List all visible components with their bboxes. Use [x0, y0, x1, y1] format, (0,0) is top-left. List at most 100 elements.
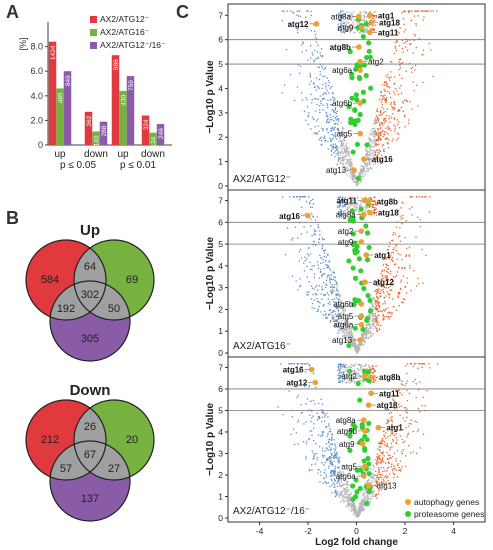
data-point	[413, 15, 416, 17]
bar	[63, 71, 72, 145]
data-point	[369, 205, 371, 208]
data-point	[378, 461, 380, 463]
data-point	[373, 482, 375, 484]
data-point	[373, 204, 375, 206]
data-point	[436, 10, 438, 12]
data-point	[394, 45, 396, 48]
data-point	[324, 75, 326, 77]
data-point	[373, 319, 375, 321]
data-point	[346, 161, 349, 164]
data-point	[327, 302, 329, 305]
data-point	[374, 153, 377, 155]
data-point	[331, 316, 333, 318]
data-point	[354, 376, 357, 379]
data-point	[386, 282, 388, 285]
data-point	[373, 297, 375, 299]
data-point	[350, 14, 352, 16]
data-point	[341, 365, 343, 367]
data-point	[338, 118, 340, 120]
data-point	[318, 416, 320, 419]
autophagy-point	[358, 24, 365, 31]
proteasome-point	[347, 48, 353, 55]
data-point	[356, 182, 358, 184]
data-point	[384, 316, 386, 318]
data-point	[380, 467, 382, 469]
data-point	[339, 456, 341, 458]
data-point	[357, 511, 359, 513]
data-point	[335, 294, 337, 296]
data-point	[369, 163, 372, 165]
data-point	[393, 231, 395, 234]
data-point	[347, 11, 349, 13]
data-point	[415, 383, 417, 385]
data-point	[342, 501, 344, 503]
data-point	[401, 438, 404, 441]
data-point	[328, 92, 330, 94]
data-point	[425, 254, 427, 256]
data-point	[346, 339, 348, 341]
data-point	[387, 248, 389, 251]
data-point	[349, 366, 351, 368]
data-point	[325, 317, 327, 319]
data-point	[353, 373, 355, 375]
data-point	[383, 269, 386, 271]
data-point	[390, 129, 392, 131]
data-point	[341, 20, 343, 22]
autophagy-point	[367, 12, 373, 19]
data-point	[354, 339, 356, 341]
data-point	[336, 485, 339, 488]
data-point	[313, 241, 315, 243]
data-point	[375, 131, 377, 133]
data-point	[367, 205, 369, 207]
data-point	[330, 309, 332, 311]
data-point	[374, 151, 376, 153]
data-point	[329, 269, 332, 271]
data-point	[329, 286, 332, 288]
data-point	[398, 292, 401, 295]
data-point	[329, 462, 332, 465]
data-point	[346, 366, 348, 368]
autophagy-point	[356, 44, 362, 50]
data-point	[359, 213, 361, 215]
data-point	[328, 425, 330, 427]
data-point	[288, 23, 290, 25]
data-point	[345, 318, 347, 320]
data-point	[394, 276, 397, 278]
data-point	[337, 367, 340, 369]
gene-label: atg5	[338, 312, 354, 321]
data-point	[373, 28, 375, 30]
data-point	[327, 116, 329, 118]
data-point	[307, 363, 309, 365]
data-point	[317, 264, 319, 266]
data-point	[404, 420, 406, 422]
data-point	[368, 17, 370, 20]
data-point	[390, 71, 392, 73]
data-point	[364, 12, 367, 14]
data-point	[386, 291, 388, 293]
data-point	[338, 476, 340, 478]
data-point	[323, 420, 326, 422]
data-point	[314, 126, 316, 128]
data-point	[368, 138, 370, 140]
data-point	[351, 17, 353, 19]
data-point	[399, 435, 402, 437]
data-point	[325, 283, 327, 285]
data-point	[348, 499, 350, 501]
data-point	[361, 334, 363, 336]
data-point	[402, 417, 405, 419]
proteasome-point	[352, 325, 358, 331]
data-point	[401, 451, 403, 453]
data-point	[361, 502, 363, 505]
data-point	[419, 411, 421, 413]
data-point	[345, 364, 348, 366]
data-point	[312, 455, 315, 457]
data-point	[303, 423, 305, 425]
data-point	[388, 245, 390, 248]
data-point	[393, 247, 395, 249]
data-point	[345, 147, 348, 149]
data-point	[305, 443, 308, 445]
data-point	[337, 479, 339, 481]
data-point	[321, 434, 323, 436]
data-point	[377, 135, 379, 137]
data-point	[343, 158, 345, 160]
